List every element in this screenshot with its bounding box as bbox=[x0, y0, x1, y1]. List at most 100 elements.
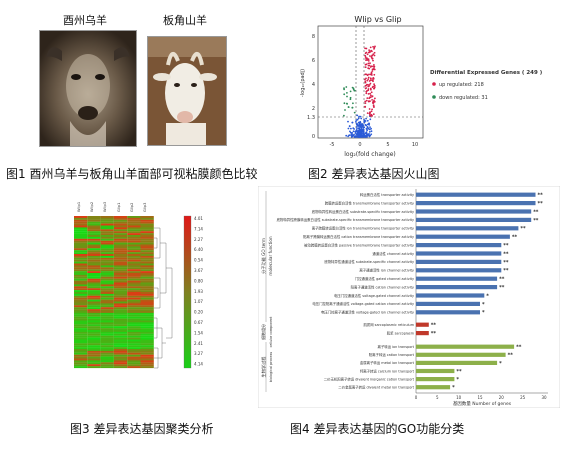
volcano-point bbox=[373, 73, 376, 76]
heatmap-cell bbox=[140, 307, 154, 310]
volcano-point bbox=[362, 126, 365, 128]
heatmap-cell bbox=[87, 276, 101, 279]
volcano-point bbox=[369, 87, 372, 90]
volcano-point bbox=[374, 97, 376, 100]
heatmap-cell bbox=[127, 347, 141, 350]
heatmap-cell bbox=[127, 350, 141, 353]
volcano-point bbox=[367, 93, 370, 95]
heatmap-cell bbox=[87, 280, 101, 283]
heatmap-cell bbox=[74, 314, 88, 317]
go-significance-label: ** bbox=[520, 226, 526, 232]
heatmap-cell bbox=[87, 273, 101, 275]
go-bar bbox=[416, 276, 498, 281]
heatmap-cell bbox=[100, 263, 114, 266]
heatmap-cell bbox=[140, 231, 154, 234]
heatmap-cell bbox=[74, 221, 88, 224]
heatmap-cell bbox=[74, 330, 88, 332]
heatmap-cell bbox=[100, 341, 114, 344]
heatmap-scale-label: 2.41 bbox=[194, 341, 203, 346]
heatmap-cell bbox=[87, 225, 101, 228]
heatmap-cell bbox=[127, 274, 141, 277]
heatmap-cell bbox=[113, 316, 128, 319]
go-significance-label: ** bbox=[503, 251, 509, 257]
heatmap-cell bbox=[100, 301, 114, 304]
heatmap-cell bbox=[127, 356, 141, 359]
volcano-xlabel: log₂(fold change) bbox=[344, 151, 395, 158]
heatmap-cell bbox=[113, 235, 128, 237]
heatmap-cell bbox=[74, 231, 88, 234]
volcano-point bbox=[364, 47, 366, 50]
heatmap-cell bbox=[87, 293, 101, 296]
volcano-point bbox=[371, 95, 373, 98]
heatmap-cell bbox=[127, 309, 141, 312]
heatmap-cell bbox=[74, 295, 88, 298]
group-label-cellular-en: cellular component bbox=[269, 316, 273, 347]
heatmap-cell bbox=[140, 322, 154, 325]
heatmap-cell bbox=[100, 295, 114, 298]
volcano-point bbox=[368, 100, 370, 103]
heatmap-cell bbox=[100, 366, 114, 369]
heatmap-cell bbox=[100, 217, 114, 220]
heatmap-cell bbox=[74, 240, 88, 243]
heatmap-cell bbox=[140, 295, 154, 298]
heatmap-cell bbox=[127, 320, 141, 323]
heatmap-cell bbox=[87, 358, 101, 361]
volcano-point bbox=[362, 128, 365, 131]
heatmap-cell bbox=[87, 349, 101, 351]
heatmap-cell bbox=[100, 244, 114, 247]
volcano-point bbox=[370, 115, 372, 117]
volcano-point bbox=[365, 134, 368, 137]
volcano-point bbox=[345, 134, 348, 137]
heatmap-cell bbox=[113, 259, 128, 262]
heatmap-cell bbox=[87, 246, 101, 249]
heatmap-cell bbox=[113, 216, 128, 218]
go-significance-label: ** bbox=[533, 218, 539, 224]
heatmap-cell bbox=[74, 328, 88, 331]
volcano-point bbox=[369, 126, 371, 128]
heatmap-cell bbox=[127, 293, 141, 296]
heatmap-cell bbox=[74, 250, 88, 253]
heatmap-cell bbox=[87, 238, 101, 241]
heatmap-cell bbox=[87, 286, 101, 289]
volcano-point bbox=[373, 65, 376, 68]
heatmap-cell bbox=[87, 343, 101, 346]
heatmap-cell bbox=[113, 246, 128, 249]
heatmap-cell bbox=[127, 276, 141, 279]
heatmap-cell bbox=[74, 345, 88, 348]
volcano-point bbox=[370, 56, 373, 58]
heatmap-cell bbox=[113, 311, 128, 313]
heatmap-cell bbox=[100, 318, 114, 321]
heatmap-cell bbox=[87, 271, 101, 274]
go-category-label: 通道活性 channel activity bbox=[372, 251, 414, 256]
heatmap-cell bbox=[113, 231, 128, 234]
heatmap-cell bbox=[100, 311, 114, 313]
heatmap-cell bbox=[127, 229, 141, 232]
go-bar bbox=[416, 192, 536, 197]
go-x-ticks: 0 5 10 15 20 25 30 bbox=[415, 395, 547, 400]
heatmap-cell bbox=[87, 240, 101, 243]
volcano-point bbox=[358, 115, 360, 118]
heatmap-cell bbox=[87, 360, 101, 363]
heatmap-cell bbox=[113, 347, 128, 350]
heatmap-cell bbox=[127, 250, 141, 253]
volcano-point bbox=[365, 87, 368, 89]
volcano-ytick: 0 bbox=[312, 134, 315, 140]
heatmap-cell bbox=[113, 271, 128, 274]
volcano-point bbox=[367, 78, 370, 80]
go-category-label: 阳离子通道活性 cation channel activity bbox=[351, 284, 414, 289]
heatmap-cell bbox=[74, 271, 88, 274]
heatmap-cell bbox=[100, 246, 114, 249]
heatmap-cell bbox=[74, 293, 88, 296]
heatmap-cell bbox=[87, 335, 101, 338]
heatmap-cell bbox=[127, 257, 141, 260]
heatmap-cell bbox=[127, 265, 141, 268]
heatmap-cell bbox=[140, 235, 154, 237]
heatmap-cell bbox=[140, 221, 154, 224]
heatmap-cell bbox=[87, 354, 101, 357]
heatmap-cell bbox=[113, 345, 128, 348]
heatmap-cell bbox=[113, 349, 128, 351]
heatmap-cell bbox=[127, 240, 141, 243]
heatmap-cell bbox=[87, 254, 101, 256]
heatmap-cell bbox=[87, 288, 101, 291]
go-significance-label: ** bbox=[533, 209, 539, 215]
